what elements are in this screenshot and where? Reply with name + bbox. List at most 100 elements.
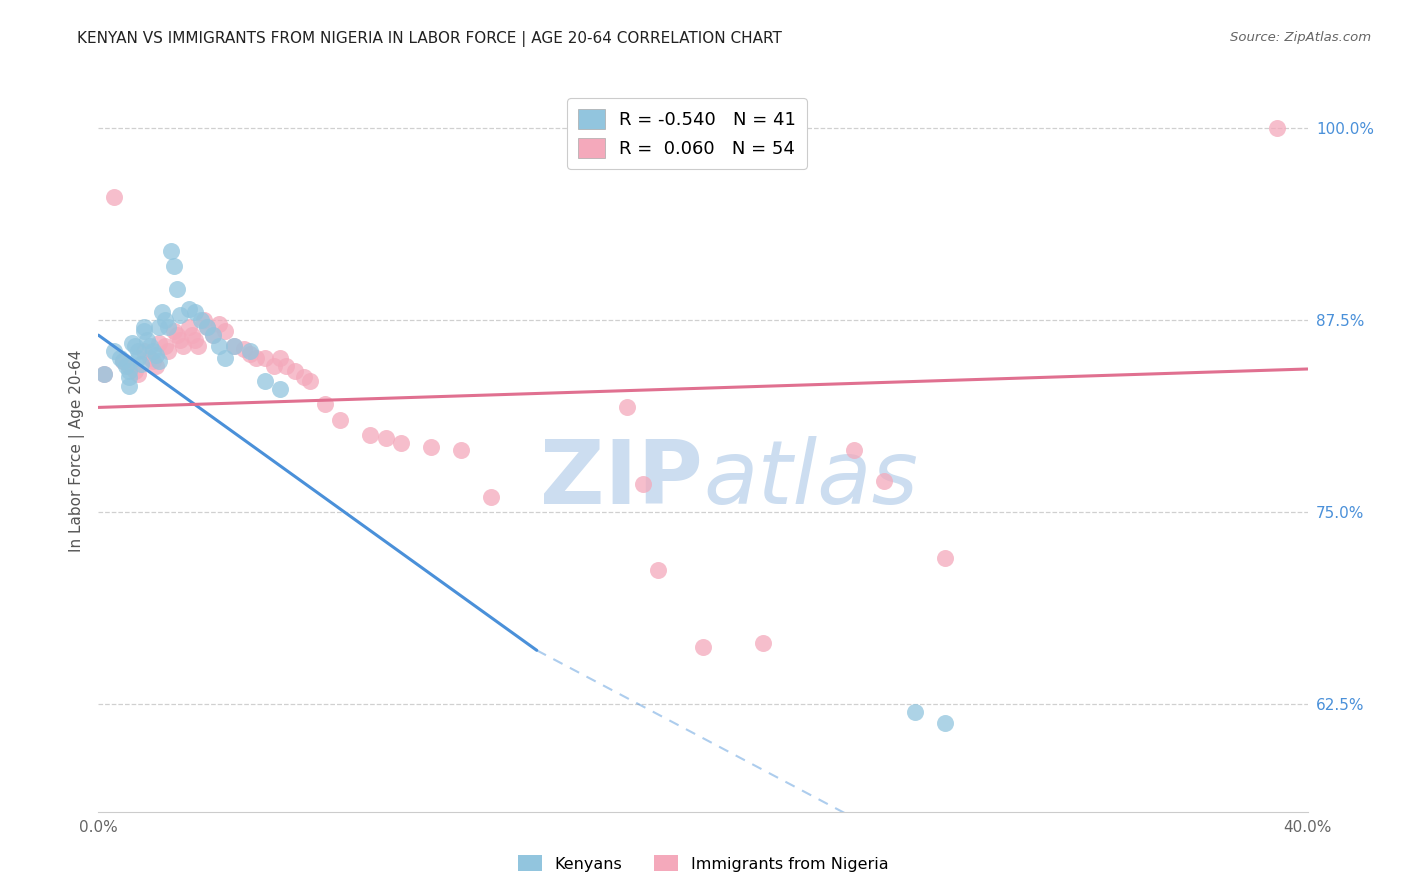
Point [169, 308, 191, 322]
Point [631, 477, 654, 491]
Point [127, 343, 149, 358]
Point [179, 301, 201, 316]
Point [481, 490, 503, 504]
Point [93, 367, 115, 381]
Point [135, 333, 157, 347]
Point [114, 359, 136, 373]
Point [111, 354, 134, 368]
Y-axis label: In Labor Force | Age 20-64: In Labor Force | Age 20-64 [69, 350, 84, 551]
Point [284, 363, 307, 377]
Point [253, 351, 276, 366]
Point [239, 346, 262, 360]
Point [103, 190, 125, 204]
Point [103, 343, 125, 358]
Point [253, 374, 276, 388]
Point [195, 320, 218, 334]
Point [224, 339, 246, 353]
Legend: Kenyans, Immigrants from Nigeria: Kenyans, Immigrants from Nigeria [509, 847, 897, 880]
Point [232, 342, 254, 356]
Point [124, 339, 146, 353]
Text: KENYAN VS IMMIGRANTS FROM NIGERIA IN LABOR FORCE | AGE 20-64 CORRELATION CHART: KENYAN VS IMMIGRANTS FROM NIGERIA IN LAB… [77, 31, 782, 47]
Point [132, 343, 155, 358]
Point [269, 351, 291, 366]
Point [142, 343, 165, 358]
Point [647, 563, 669, 577]
Point [214, 351, 236, 366]
Text: ZIP: ZIP [540, 436, 703, 523]
Point [389, 435, 412, 450]
Point [166, 328, 188, 343]
Point [166, 282, 188, 296]
Point [195, 320, 218, 334]
Point [118, 379, 141, 393]
Point [269, 382, 291, 396]
Point [245, 351, 267, 366]
Point [121, 335, 143, 350]
Point [156, 320, 179, 334]
Point [93, 367, 115, 381]
Point [169, 333, 191, 347]
Legend: R = -0.540   N = 41, R =  0.060   N = 54: R = -0.540 N = 41, R = 0.060 N = 54 [567, 98, 807, 169]
Point [153, 313, 176, 327]
Point [274, 359, 297, 373]
Text: Source: ZipAtlas.com: Source: ZipAtlas.com [1230, 31, 1371, 45]
Point [263, 359, 285, 373]
Point [148, 354, 170, 368]
Point [118, 369, 141, 384]
Point [139, 339, 162, 353]
Point [844, 443, 866, 458]
Point [208, 339, 231, 353]
Point [873, 474, 896, 488]
Point [163, 324, 186, 338]
Point [179, 320, 201, 334]
Point [292, 369, 315, 384]
Point [616, 401, 638, 415]
Point [214, 324, 236, 338]
Point [208, 318, 231, 332]
Point [314, 397, 336, 411]
Point [202, 328, 225, 343]
Point [139, 351, 162, 366]
Point [239, 343, 262, 358]
Point [150, 305, 173, 319]
Point [142, 354, 165, 368]
Point [202, 328, 225, 343]
Point [420, 441, 443, 455]
Point [184, 333, 207, 347]
Point [111, 354, 134, 368]
Point [108, 351, 131, 366]
Point [224, 339, 246, 353]
Text: atlas: atlas [703, 436, 918, 523]
Point [184, 305, 207, 319]
Point [1267, 120, 1289, 135]
Point [163, 259, 186, 273]
Point [329, 413, 352, 427]
Point [904, 705, 927, 719]
Point [752, 635, 775, 649]
Point [145, 359, 167, 373]
Point [374, 431, 396, 445]
Point [360, 428, 382, 442]
Point [193, 313, 215, 327]
Point [160, 244, 183, 258]
Point [934, 715, 956, 730]
Point [450, 443, 472, 458]
Point [692, 640, 714, 655]
Point [934, 551, 956, 566]
Point [124, 363, 146, 377]
Point [118, 359, 141, 373]
Point [156, 343, 179, 358]
Point [145, 348, 167, 362]
Point [190, 313, 212, 327]
Point [153, 339, 176, 353]
Point [148, 320, 170, 334]
Point [299, 374, 322, 388]
Point [181, 328, 204, 343]
Point [187, 339, 209, 353]
Point [172, 339, 194, 353]
Point [129, 357, 152, 371]
Point [132, 320, 155, 334]
Point [148, 335, 170, 350]
Point [132, 324, 155, 338]
Point [118, 363, 141, 377]
